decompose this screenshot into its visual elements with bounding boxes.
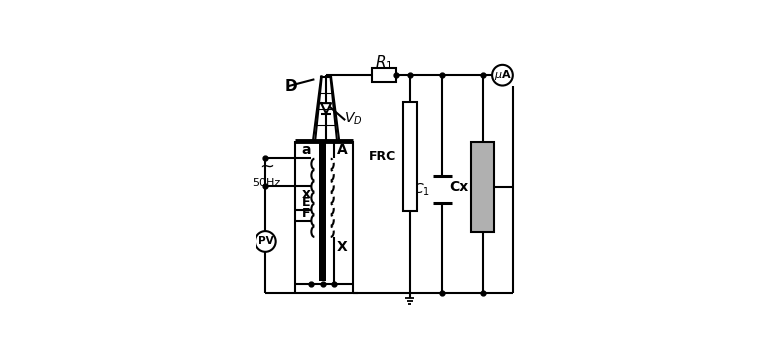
Bar [372,68,396,82]
Circle shape [255,231,275,252]
Bar [403,102,417,211]
Bar [471,142,494,232]
Text: $V_D$: $V_D$ [344,110,363,127]
Text: $R_1$: $R_1$ [375,53,393,72]
Circle shape [492,65,513,86]
Text: Cx: Cx [449,180,468,194]
Text: F: F [302,207,311,219]
Text: D: D [285,79,297,93]
Text: E: E [302,196,311,209]
Text: A: A [337,143,347,157]
Text: PV: PV [258,236,273,246]
Text: X: X [337,240,347,254]
Text: 50Hz: 50Hz [252,178,281,188]
Text: FRC: FRC [369,150,396,164]
Bar [319,143,326,281]
Text: a: a [301,143,311,157]
Text: ~: ~ [259,158,274,176]
Text: $C_1$: $C_1$ [413,182,430,198]
Text: x: x [301,187,311,201]
Text: $\mu$A: $\mu$A [493,68,511,82]
